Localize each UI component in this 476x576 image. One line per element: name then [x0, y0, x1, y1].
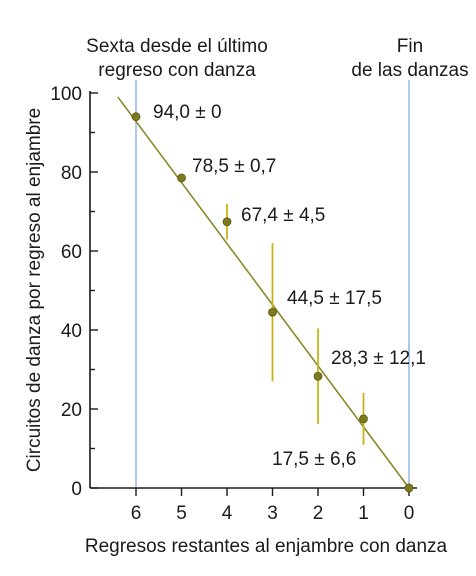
data-point-1 — [177, 173, 186, 183]
y-tick-label-40: 40 — [61, 321, 82, 342]
data-point-4 — [313, 371, 323, 381]
data-label-1: 78,5 ± 0,7 — [192, 156, 276, 177]
data-point-6 — [404, 483, 414, 493]
data-label-4: 28,3 ± 12,1 — [331, 348, 426, 369]
reference-label-0-1: regreso con danza — [98, 60, 256, 81]
data-label-5: 17,5 ± 6,6 — [272, 449, 356, 470]
x-axis-title: Regresos restantes al enjambre con danza — [85, 536, 448, 557]
data-point-2 — [222, 217, 232, 227]
x-tick-label-6: 6 — [131, 503, 142, 524]
reference-label-1-0: Fin — [397, 36, 423, 57]
y-tick-label-20: 20 — [61, 400, 82, 421]
x-tick-label-3: 3 — [267, 503, 278, 524]
data-labels: 94,0 ± 0 78,5 ± 0,7 67,4 ± 4,5 44,5 ± 17,5 2… — [153, 102, 426, 470]
trend-line — [117, 96, 410, 489]
x-tick-label-0: 0 — [404, 503, 415, 524]
data-label-3: 44,5 ± 17,5 — [287, 288, 382, 309]
trend-line-group — [117, 96, 410, 489]
reference-label-1-1: de las danzas — [351, 60, 468, 81]
data-point-0 — [131, 112, 141, 122]
x-tick-label-1: 1 — [358, 503, 369, 524]
y-tick-label-0: 0 — [71, 479, 82, 500]
axes: 0 20 40 60 80 100 6 5 4 3 2 1 0 — [50, 84, 417, 524]
axis-titles: Regresos restantes al enjambre con danza… — [24, 108, 448, 557]
data-label-0: 94,0 ± 0 — [153, 102, 222, 123]
data-point-5 — [359, 414, 368, 424]
x-tick-label-4: 4 — [222, 503, 233, 524]
data-points — [131, 112, 414, 493]
y-tick-label-80: 80 — [61, 163, 82, 184]
y-tick-label-100: 100 — [50, 84, 82, 105]
x-tick-label-5: 5 — [176, 503, 187, 524]
data-label-2: 67,4 ± 4,5 — [241, 205, 325, 226]
x-tick-label-2: 2 — [313, 503, 324, 524]
reference-lines: Sexta desde el último regreso con danza Fi… — [86, 36, 469, 488]
data-point-3 — [268, 307, 277, 317]
reference-label-0-0: Sexta desde el último — [86, 36, 268, 57]
y-tick-label-60: 60 — [61, 242, 82, 263]
y-axis-title: Circuitos de danza por regreso al enjamb… — [24, 108, 45, 472]
